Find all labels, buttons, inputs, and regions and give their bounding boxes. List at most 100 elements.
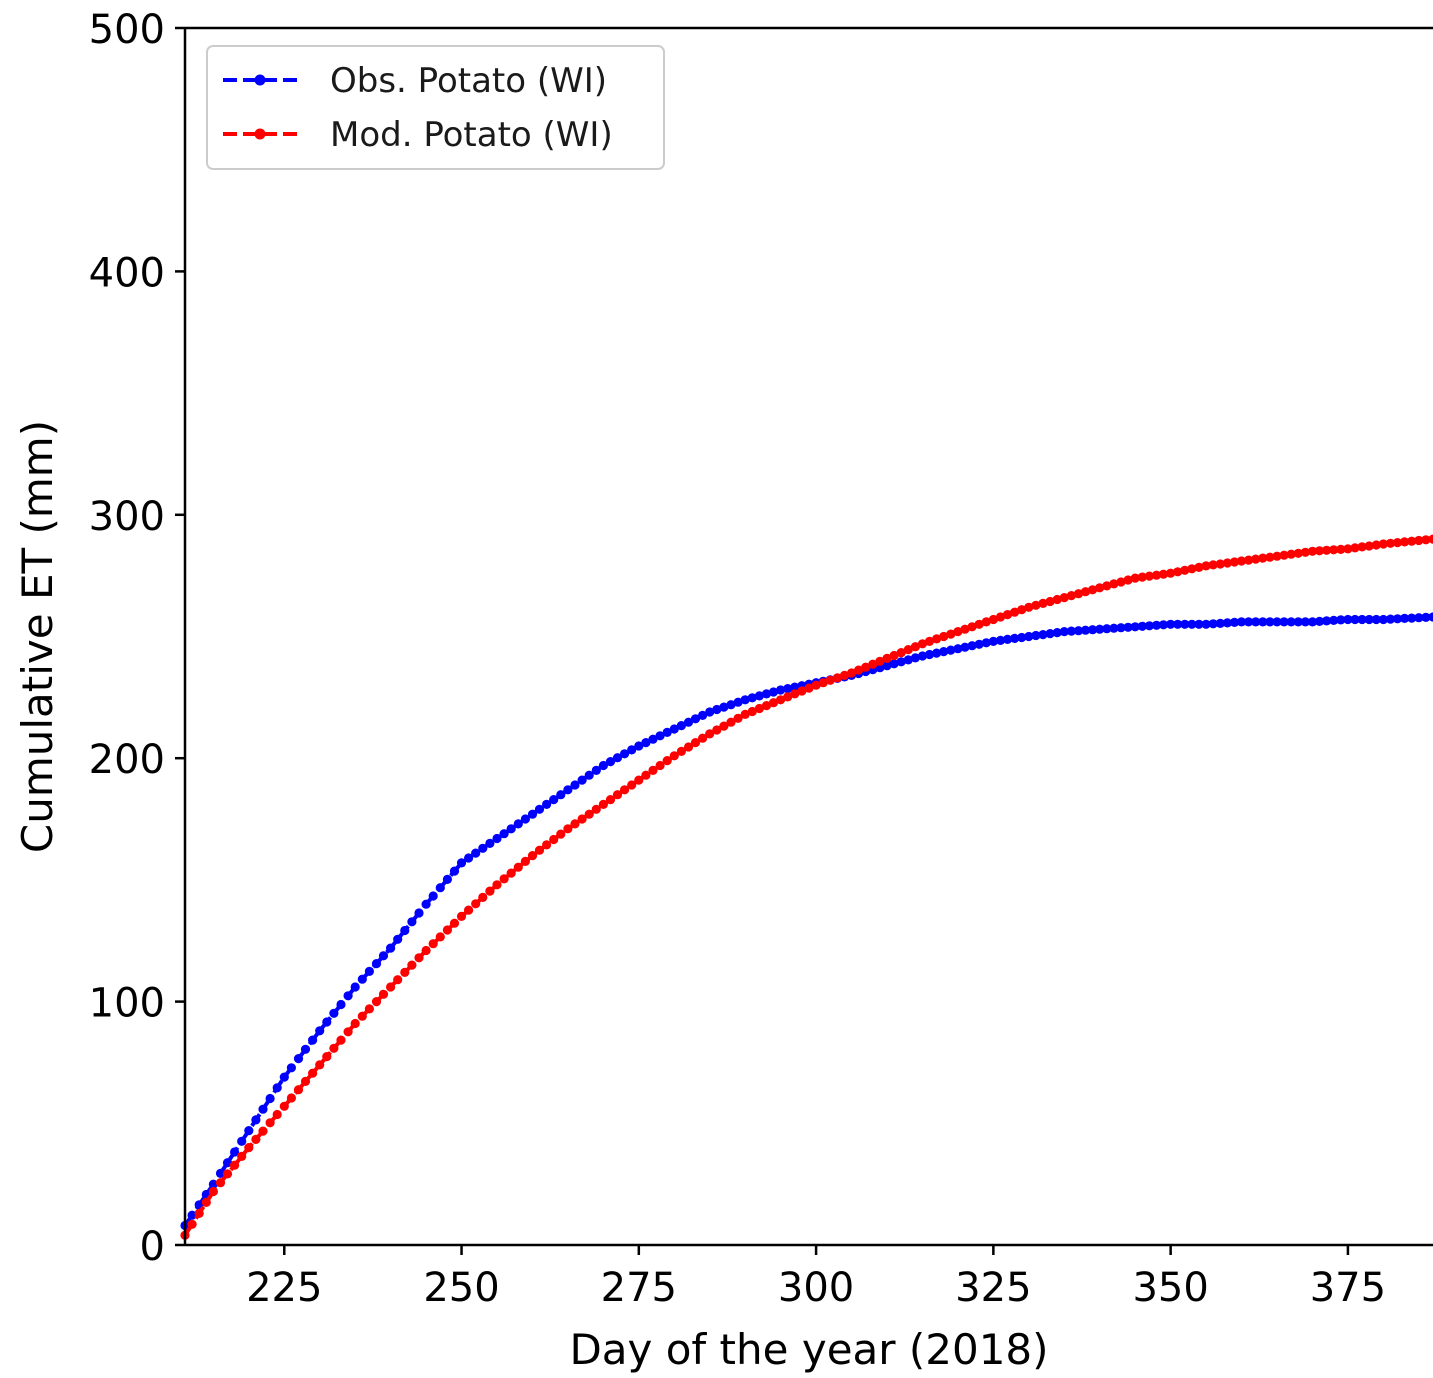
series-point [1137, 621, 1147, 631]
series-point [1045, 629, 1055, 639]
series-point [1293, 548, 1303, 558]
series-point [421, 899, 431, 909]
series-point [705, 707, 715, 717]
series-point [719, 702, 729, 712]
series-point [1314, 616, 1325, 627]
x-tick-label: 300 [778, 1265, 854, 1311]
series-point [1201, 561, 1211, 571]
series-point [598, 760, 609, 771]
series-point [513, 819, 523, 829]
series-point [187, 1219, 197, 1229]
series-point [315, 1060, 325, 1070]
series-point [1038, 630, 1048, 640]
series-point [747, 693, 757, 703]
series-point [499, 874, 509, 884]
series-point [825, 675, 835, 685]
series-point [1066, 626, 1076, 636]
series-point [400, 967, 410, 978]
series-point [1279, 550, 1289, 560]
series-point [1102, 581, 1112, 591]
series-point [485, 838, 495, 849]
series-point [932, 634, 942, 644]
series-point [336, 1035, 346, 1045]
series-point [733, 697, 743, 707]
series-point [563, 785, 573, 795]
series-point [343, 1027, 353, 1037]
series-point [364, 1004, 374, 1014]
series-point [754, 691, 765, 701]
series-point [265, 1118, 275, 1128]
series-point [1286, 617, 1296, 627]
series-point [1031, 630, 1041, 641]
series-point [456, 858, 467, 868]
series-point [244, 1126, 254, 1136]
series-point [1088, 585, 1098, 595]
series-point [655, 731, 665, 741]
series-point [953, 627, 963, 637]
series-point [1350, 614, 1360, 625]
series-point [272, 1083, 282, 1093]
series-point [1258, 553, 1268, 563]
series-point [308, 1068, 318, 1078]
series-point [386, 982, 396, 992]
series-point [1102, 624, 1112, 634]
series-point [1314, 546, 1325, 556]
legend-label: Mod. Potato (WI) [330, 115, 613, 155]
series-point [1002, 610, 1013, 620]
series-point [1350, 543, 1360, 553]
series-point [556, 790, 566, 800]
series-point [1392, 538, 1403, 548]
series-point [1017, 632, 1027, 643]
series-point [605, 757, 616, 767]
series-point [1251, 617, 1261, 627]
series-point [988, 614, 999, 625]
series-point [712, 704, 722, 715]
series-point [1208, 619, 1218, 629]
series-point [1052, 628, 1062, 638]
y-tick-label: 0 [140, 1224, 165, 1270]
series-point [1329, 615, 1339, 626]
series-point [981, 638, 991, 648]
series-point [442, 925, 452, 935]
series-point [279, 1101, 289, 1111]
series-point [506, 824, 516, 834]
series-point [1024, 602, 1034, 612]
series-point [442, 874, 452, 885]
series-point [1244, 617, 1254, 627]
series-point [1272, 617, 1282, 627]
x-tick-label: 225 [246, 1265, 322, 1311]
series-point [995, 612, 1006, 622]
series-point [627, 745, 637, 755]
series-point [612, 753, 623, 763]
series-point [662, 727, 672, 738]
series-point [754, 703, 765, 714]
series-point [698, 733, 708, 743]
series-point [1208, 560, 1218, 570]
series-point [612, 790, 623, 800]
series-point [669, 724, 679, 734]
series-point [464, 905, 474, 915]
series-point [577, 775, 587, 785]
series-point [705, 729, 715, 739]
series-point [1137, 572, 1147, 582]
series-point [215, 1178, 226, 1188]
series-point [428, 891, 438, 901]
series-point [1180, 565, 1190, 575]
series-point [1364, 614, 1374, 625]
series-point [669, 751, 679, 761]
series-point [1343, 544, 1353, 554]
x-tick-label: 250 [423, 1265, 499, 1311]
series-point [882, 653, 892, 664]
series-point [393, 975, 403, 985]
series-point [1180, 619, 1190, 629]
series-point [1407, 536, 1417, 546]
series-point [818, 678, 828, 688]
series-point [676, 746, 687, 757]
series-point [747, 706, 757, 717]
series-point [485, 886, 495, 896]
series-point [1244, 555, 1254, 565]
series-point [534, 845, 545, 855]
series-point [1080, 625, 1091, 635]
series-point [1095, 583, 1105, 593]
series-point [1045, 596, 1055, 607]
